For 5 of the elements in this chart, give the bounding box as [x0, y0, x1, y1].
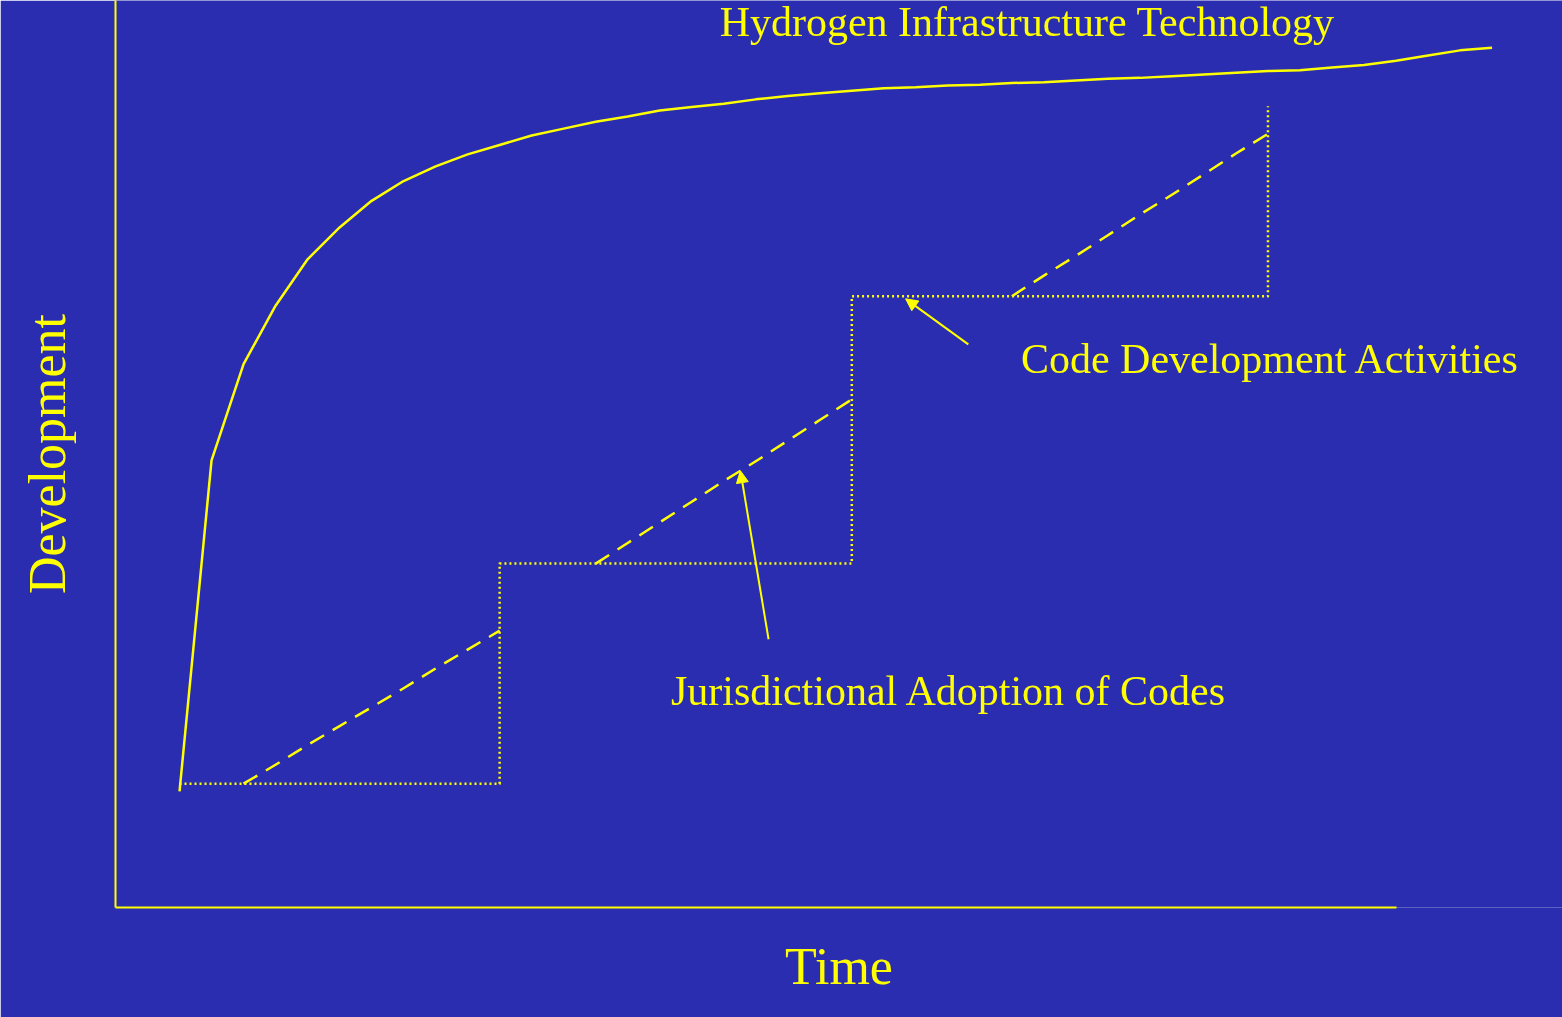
series-label: Hydrogen Infrastructure Technology	[719, 0, 1335, 45]
x-axis-title: Time	[785, 937, 893, 995]
text: Jurisdictional Adoption of Codes	[670, 667, 1226, 714]
series-label: Code Development Activities	[1020, 336, 1518, 382]
y-axis-title: Development	[18, 313, 76, 595]
